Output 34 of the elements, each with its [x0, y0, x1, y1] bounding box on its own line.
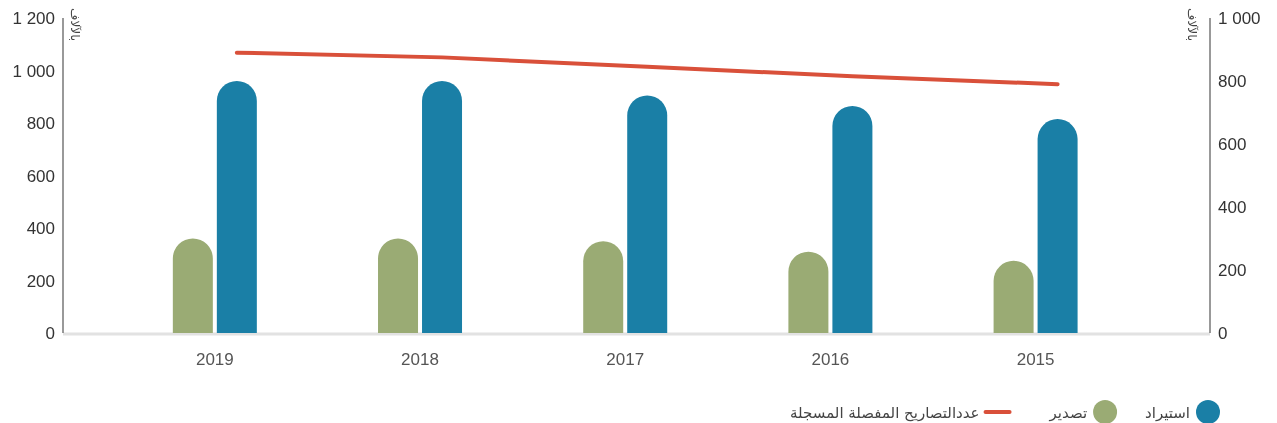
y-axis-title: بالآلاف — [68, 8, 82, 42]
legend-label: تصدير — [1048, 404, 1088, 422]
bar — [788, 251, 829, 333]
legend-label: عددالتصاريح المفصلة المسجلة — [790, 404, 980, 422]
bar — [1037, 119, 1078, 333]
bar — [993, 260, 1034, 333]
x-tick-label: 2017 — [606, 350, 645, 369]
x-tick-label: 2018 — [401, 350, 439, 369]
x-tick-label: 2016 — [811, 350, 850, 369]
bar — [583, 241, 624, 333]
legend-label: استيراد — [1145, 404, 1190, 422]
bar — [378, 238, 419, 333]
bar — [172, 238, 213, 333]
x-tick-label: 2019 — [195, 350, 234, 369]
y-tick-label: 400 — [26, 219, 55, 238]
y-tick-label: 600 — [26, 166, 55, 186]
y-tick-label: 0 — [45, 324, 55, 343]
bar — [627, 95, 668, 333]
x-tick-label: 2015 — [1016, 350, 1055, 369]
bar — [832, 105, 873, 333]
y2-tick-label: 400 — [1218, 198, 1247, 217]
y-tick-label: 1 200 — [12, 9, 55, 28]
y2-tick-label: 200 — [1218, 261, 1247, 280]
y2-tick-label: 600 — [1218, 135, 1247, 154]
y-tick-label: 1 000 — [12, 61, 55, 81]
y2-tick-label: 1 000 — [1218, 9, 1261, 28]
bar — [422, 81, 463, 333]
y2-tick-label: 800 — [1218, 72, 1247, 91]
y-tick-label: 200 — [26, 271, 55, 291]
bar — [216, 81, 257, 333]
y2-axis-title: بالآلاف — [1185, 8, 1199, 42]
line-series — [234, 50, 1060, 87]
y2-tick-label: 0 — [1218, 324, 1228, 343]
y-tick-label: 800 — [26, 114, 55, 133]
